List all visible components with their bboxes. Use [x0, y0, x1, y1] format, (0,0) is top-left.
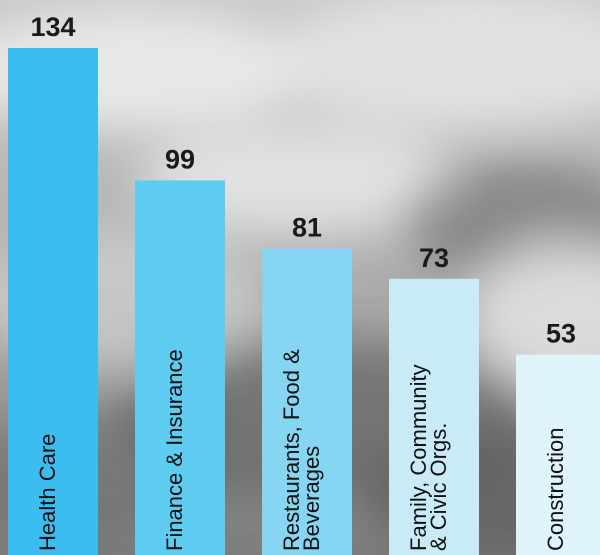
bar-2 — [262, 248, 352, 555]
value-label-0: 134 — [30, 12, 75, 42]
category-label-2-line-0: Restaurants, Food & — [279, 349, 304, 551]
bar-4 — [516, 354, 600, 555]
category-label-1: Finance & Insurance — [162, 349, 187, 551]
bar-1 — [135, 180, 225, 555]
category-label-3-line-0: Family, Community — [406, 364, 431, 551]
value-label-3: 73 — [419, 243, 449, 273]
bar-3 — [389, 278, 479, 555]
value-label-4: 53 — [546, 318, 576, 348]
category-label-4: Construction — [543, 427, 568, 551]
value-label-1: 99 — [165, 144, 195, 174]
value-label-2: 81 — [292, 213, 322, 243]
bar-0 — [8, 48, 98, 555]
category-label-2-line-1: Beverages — [299, 446, 324, 551]
category-label-3-line-1: & Civic Orgs. — [426, 423, 451, 551]
category-label-0: Health Care — [35, 434, 60, 551]
